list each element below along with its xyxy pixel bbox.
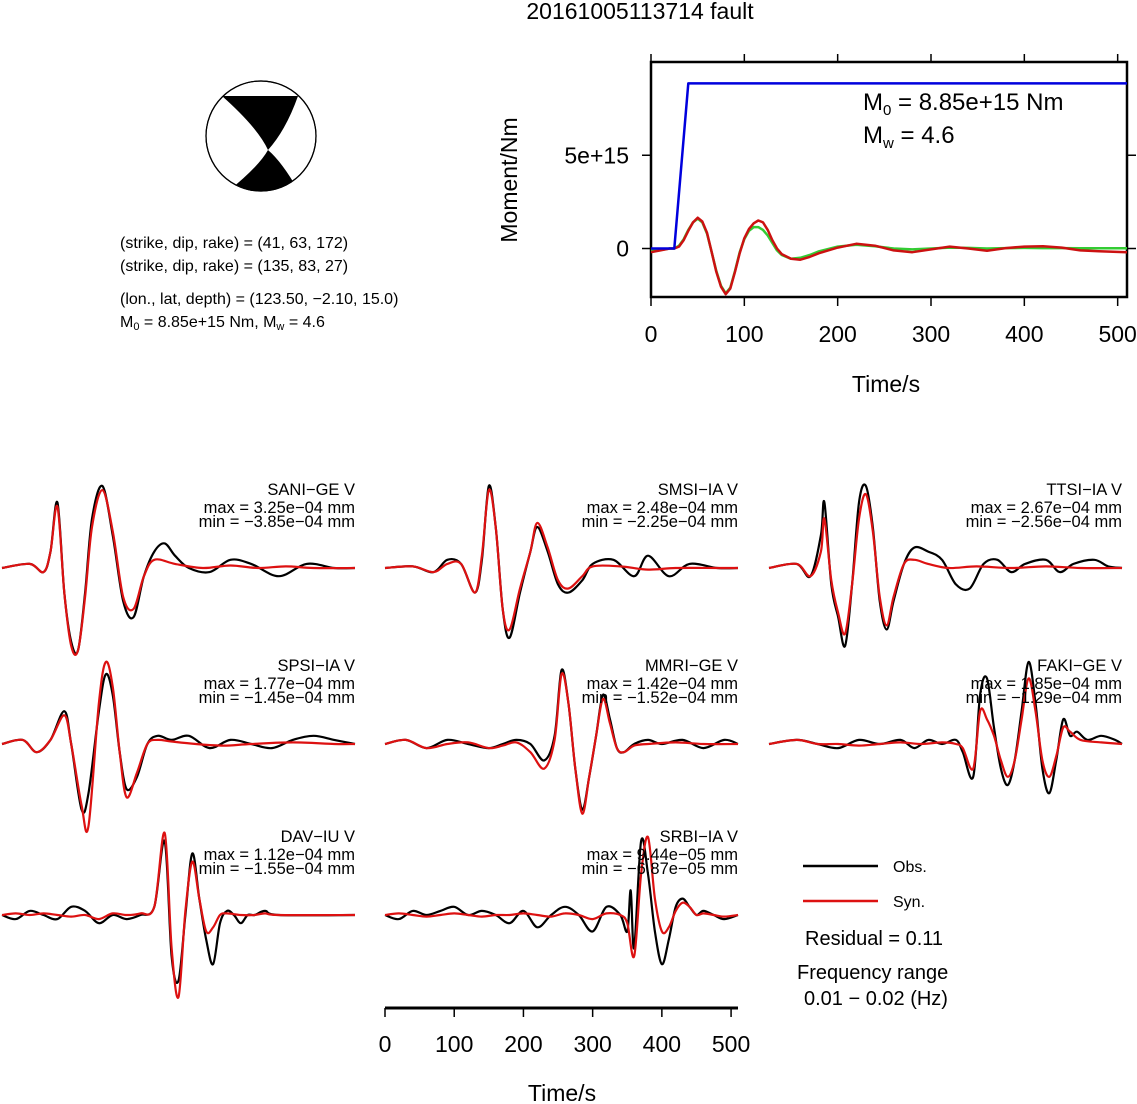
station-max: max = 1.85e−04 mm [971,675,1122,693]
station-max: max = 1.42e−04 mm [587,675,738,693]
moment-chart: Moment/Nm Time/s M0 = 8.85e+15 Nm Mw = 4… [496,54,1137,397]
moment-x-tick-label: 300 [912,321,950,347]
station-name: FAKI−GE V [1037,657,1122,675]
station-name: MMRI−GE V [645,657,738,675]
moment-plot-frame [649,60,1129,299]
moment-mw-annotation: Mw = 4.6 [863,122,955,152]
moment-x-tick-label: 500 [1098,321,1136,347]
moment-m0-annotation: M0 = 8.85e+15 Nm [863,89,1063,119]
beachball-icon [205,80,317,192]
synthetic-trace [384,835,739,959]
waveform-x-tick-label: 100 [435,1031,473,1057]
station-min: min = −1.29e−04 mm [966,689,1122,707]
moment-x-tick-label: 0 [645,321,658,347]
info-line-3: (lon., lat, depth) = (123.50, −2.10, 15.… [120,291,398,308]
legend-syn-label: Syn. [893,894,925,911]
moment-series-rate_green [651,217,1127,295]
waveform-x-tick-label: 0 [379,1031,392,1057]
legend: Obs. Syn. Residual = 0.11 Frequency rang… [797,859,948,1010]
station-name: SMSI−IA V [658,481,738,499]
info-line-2: (strike, dip, rake) = (135, 83, 27) [120,258,348,275]
observed-trace [1,839,356,984]
source-info: (strike, dip, rake) = (41, 63, 172) (str… [120,235,398,333]
station-min: min = −1.52e−04 mm [582,689,738,707]
waveform-time-axis: Time/s 0 100 200 300 400 500 [379,1006,750,1104]
waveform-x-tick-label: 300 [573,1031,611,1057]
waveform-x-tick-label: 400 [643,1031,681,1057]
station-min: min = −6.87e−05 mm [582,860,738,878]
synthetic-trace [1,831,356,999]
waveform-x-tick-label: 500 [712,1031,750,1057]
synthetic-trace [768,492,1123,636]
station-max: max = 2.48e−04 mm [587,499,738,517]
station-name: SANI−GE V [267,481,355,499]
moment-x-tick-label: 400 [1005,321,1043,347]
moment-y-tick-label: 5e+15 [564,142,629,168]
synthetic-trace [1,488,356,656]
moment-y-tick-label: 0 [616,236,629,262]
frequency-range-title: Frequency range [797,962,948,984]
moment-x-tick-label: 100 [725,321,763,347]
station-max: max = 2.67e−04 mm [971,499,1122,517]
station-max: max = 3.25e−04 mm [204,499,355,517]
station-min: min = −3.85e−04 mm [199,513,355,531]
info-line-1: (strike, dip, rake) = (41, 63, 172) [120,235,348,252]
moment-y-label: Moment/Nm [496,117,522,242]
synthetic-trace [1,660,356,834]
waveform-x-tick-label: 200 [504,1031,542,1057]
moment-series-cumulative [651,82,1127,250]
legend-obs-label: Obs. [893,859,927,876]
station-max: max = 1.12e−04 mm [204,846,355,864]
synthetic-trace [384,488,738,632]
station-min: min = −2.56e−04 mm [966,513,1122,531]
info-line-4: M0 = 8.85e+15 Nm, Mw = 4.6 [120,314,325,333]
synthetic-trace [384,672,739,815]
station-name: TTSI−IA V [1046,481,1122,499]
moment-x-tick-label: 200 [818,321,856,347]
observed-trace [1,672,356,814]
station-name: SRBI−IA V [660,828,738,846]
synthetic-trace [768,677,1123,778]
residual-text: Residual = 0.11 [805,928,943,950]
station-min: min = −1.55e−04 mm [199,860,355,878]
page-title: 20161005113714 fault [526,0,754,24]
station-max: max = 9.44e−05 mm [587,846,738,864]
station-name: DAV−IU V [281,828,355,846]
moment-x-label: Time/s [852,371,920,397]
station-min: min = −1.45e−04 mm [199,689,355,707]
observed-trace [384,837,739,966]
frequency-range-value: 0.01 − 0.02 (Hz) [804,988,948,1010]
station-min: min = −2.25e−04 mm [582,513,738,531]
moment-series-rate_red [651,216,1127,296]
waveform-x-label: Time/s [528,1080,596,1104]
station-name: SPSI−IA V [277,657,355,675]
station-max: max = 1.77e−04 mm [204,675,355,693]
